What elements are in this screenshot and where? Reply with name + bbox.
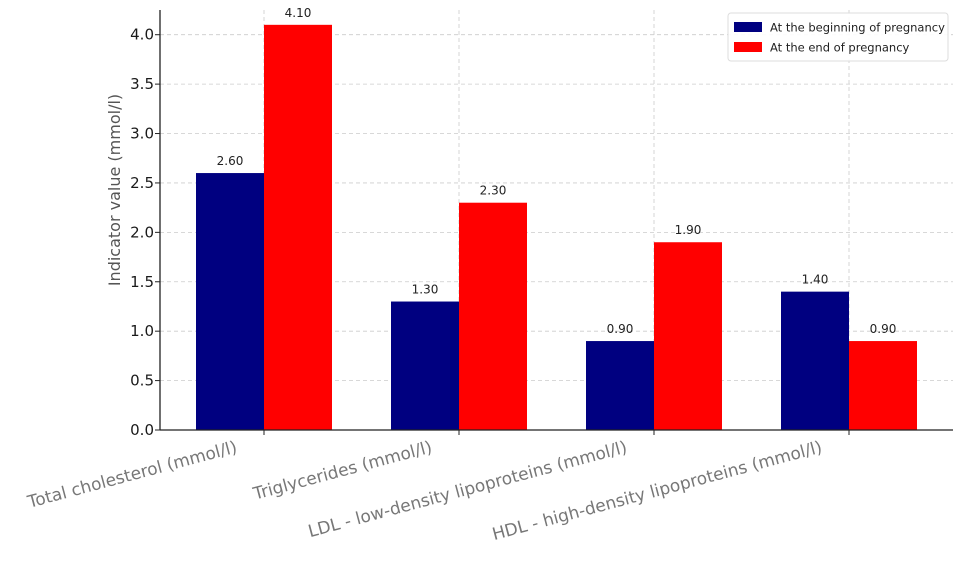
y-axis-title: Indicator value (mmol/l) bbox=[105, 94, 124, 286]
y-tick-label: 3.0 bbox=[130, 125, 154, 143]
x-tick-label: LDL - low-density lipoproteins (mmol/l) bbox=[306, 438, 629, 543]
bar-value-label: 0.90 bbox=[870, 322, 897, 336]
x-tick-label: Total cholesterol (mmol/l) bbox=[25, 438, 240, 513]
y-tick-label: 4.0 bbox=[130, 26, 154, 44]
y-tick-label: 2.0 bbox=[130, 223, 154, 241]
x-tick-label: Triglycerides (mmol/l) bbox=[250, 438, 434, 505]
bar-value-label: 1.40 bbox=[802, 273, 829, 287]
legend-swatch bbox=[734, 42, 762, 52]
bar-value-label: 1.30 bbox=[412, 283, 439, 297]
bar-value-label: 2.60 bbox=[217, 154, 244, 168]
x-tick-label: HDL - high-density lipoproteins (mmol/l) bbox=[490, 438, 824, 545]
y-ticks: 0.0 0.5 1.0 1.5 2.0 2.5 3.0 3.5 4.0 bbox=[130, 26, 160, 439]
legend-label: At the end of pregnancy bbox=[770, 41, 910, 55]
legend: At the beginning of pregnancy At the end … bbox=[727, 12, 949, 62]
bar-value-label: 2.30 bbox=[480, 184, 507, 198]
bars: 2.60 1.30 0.90 1.40 4.10 2.30 1.90 0.90 bbox=[196, 6, 917, 431]
bar-value-label: 4.10 bbox=[285, 6, 312, 20]
axes bbox=[159, 10, 953, 431]
y-tick-label: 1.5 bbox=[130, 273, 154, 291]
legend-label: At the beginning of pregnancy bbox=[770, 21, 945, 35]
y-tick-label: 0.5 bbox=[130, 372, 154, 390]
bar bbox=[264, 24, 332, 431]
y-tick-label: 1.0 bbox=[130, 322, 154, 340]
bar bbox=[849, 341, 917, 430]
x-tick-labels: Total cholesterol (mmol/l) Triglycerides … bbox=[25, 430, 850, 545]
y-tick-label: 3.5 bbox=[130, 75, 154, 93]
legend-box bbox=[727, 12, 949, 62]
bar bbox=[781, 291, 849, 430]
bar bbox=[586, 341, 654, 430]
y-tick-label: 2.5 bbox=[130, 174, 154, 192]
bar-value-label: 0.90 bbox=[607, 322, 634, 336]
bar bbox=[654, 242, 722, 430]
y-tick-label: 0.0 bbox=[130, 421, 154, 439]
bar-value-label: 1.90 bbox=[675, 223, 702, 237]
bar bbox=[459, 202, 527, 430]
legend-swatch bbox=[734, 22, 762, 32]
bar bbox=[391, 301, 459, 430]
bar bbox=[196, 173, 264, 430]
